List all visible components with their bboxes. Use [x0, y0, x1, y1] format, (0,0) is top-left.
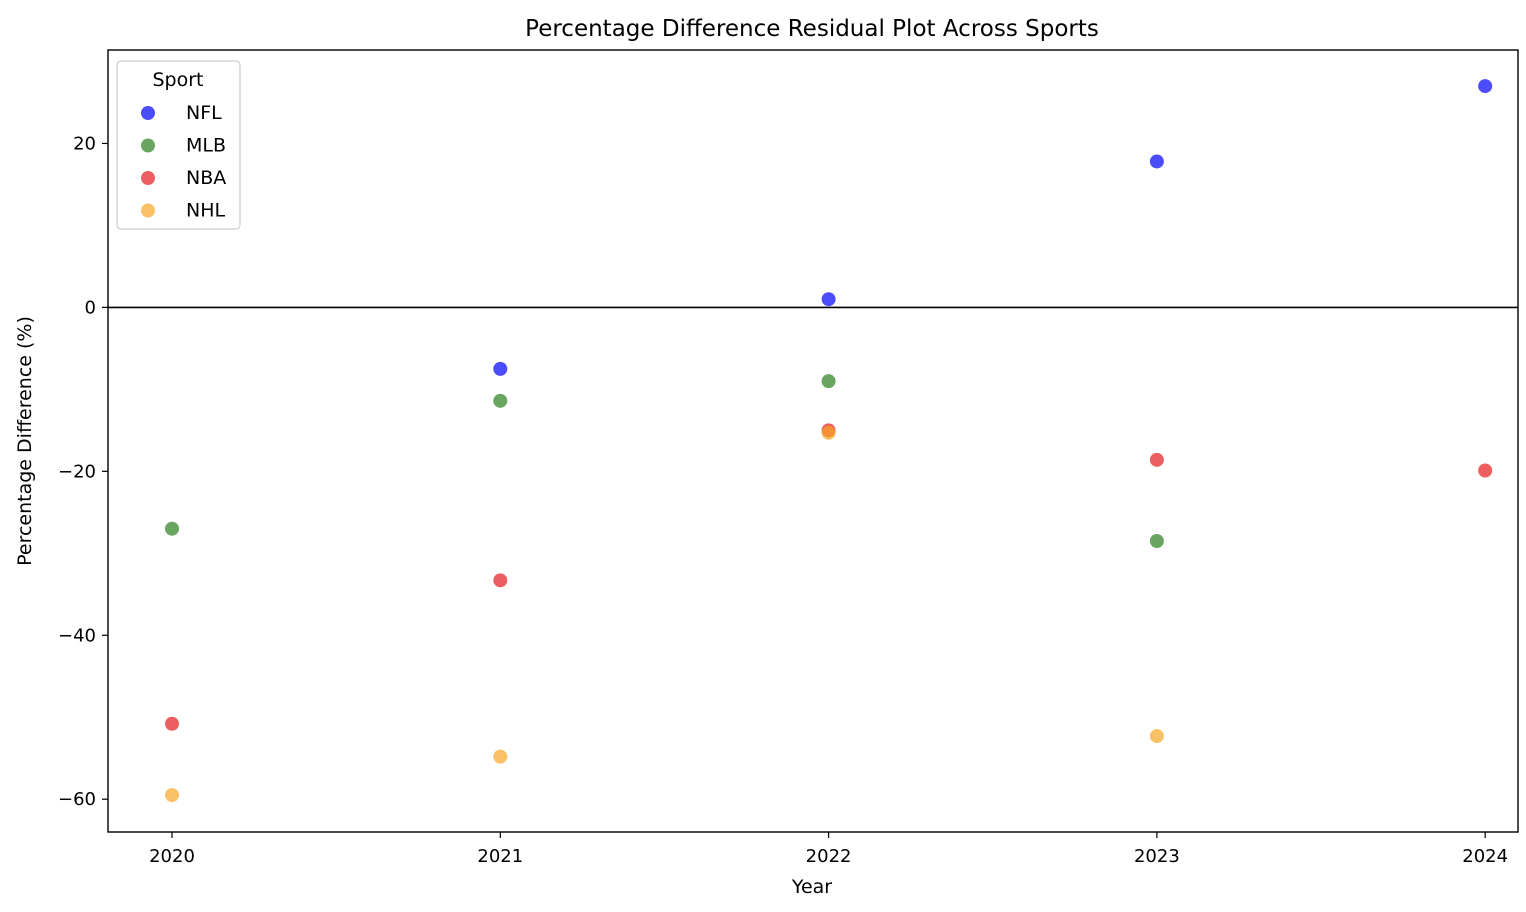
- y-tick-label: 0: [85, 297, 96, 318]
- nhl-data-point: [821, 425, 836, 440]
- legend-title: Sport: [152, 69, 203, 91]
- nhl-data-point: [493, 749, 508, 764]
- legend-label-nba: NBA: [186, 167, 226, 189]
- x-tick-label: 2024: [1462, 846, 1508, 867]
- legend-label-mlb: MLB: [186, 135, 226, 157]
- y-axis-label: Percentage Difference (%): [14, 316, 36, 566]
- y-tick-label: −40: [58, 625, 96, 646]
- legend-marker-mlb: [141, 138, 155, 153]
- nfl-data-point: [1478, 79, 1493, 94]
- legend-marker-nfl: [141, 106, 155, 120]
- legend-label-nfl: NFL: [186, 102, 222, 124]
- x-tick-label: 2022: [806, 846, 852, 867]
- data-points: [165, 79, 1493, 803]
- chart-title: Percentage Difference Residual Plot Acro…: [525, 16, 1099, 42]
- x-tick-label: 2021: [477, 846, 523, 867]
- plot-area-frame: [107, 49, 1519, 833]
- nhl-data-point: [1149, 729, 1164, 744]
- nfl-data-point: [821, 292, 836, 307]
- legend-box: [116, 60, 241, 230]
- y-axis-ticks: 20 0 −20 −40 −60: [58, 133, 108, 810]
- nba-data-point: [165, 716, 180, 731]
- y-tick-label: −20: [58, 461, 96, 482]
- legend: Sport NFL MLB NBA NHL: [116, 60, 241, 230]
- x-tick-label: 2023: [1134, 846, 1180, 867]
- legend-marker-nba: [141, 171, 155, 185]
- legend-marker-nhl: [141, 203, 155, 218]
- nhl-data-point: [165, 788, 180, 803]
- mlb-data-point: [821, 374, 836, 389]
- nba-data-point: [493, 573, 508, 588]
- mlb-data-point: [1149, 534, 1164, 549]
- legend-entries: NFL MLB NBA NHL: [141, 102, 226, 222]
- x-axis-label: Year: [791, 876, 832, 898]
- nfl-data-point: [493, 361, 508, 376]
- x-tick-label: 2020: [149, 846, 195, 867]
- mlb-data-point: [493, 393, 508, 408]
- nba-data-point: [1149, 452, 1164, 467]
- y-tick-label: −60: [58, 789, 96, 810]
- x-axis-ticks: 2020 2021 2022 2023 2024: [149, 832, 1508, 867]
- mlb-data-point: [165, 521, 180, 536]
- y-tick-label: 20: [73, 133, 96, 154]
- nba-data-point: [1478, 463, 1493, 478]
- legend-label-nhl: NHL: [186, 200, 226, 222]
- nfl-data-point: [1149, 154, 1164, 169]
